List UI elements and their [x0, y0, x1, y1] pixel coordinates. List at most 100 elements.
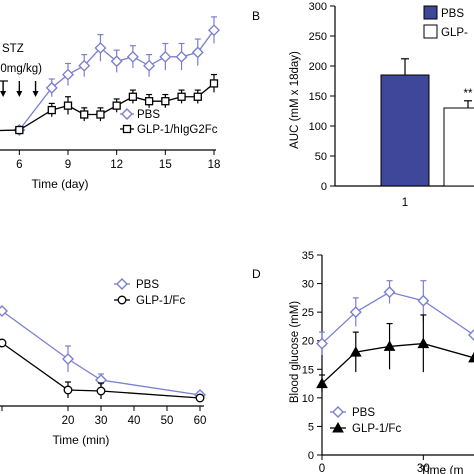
- data-point-0-1-1: [15, 125, 24, 135]
- x-tick-label-c-1: 20: [62, 415, 75, 427]
- x-tick-label-a-1: 9: [65, 159, 71, 171]
- data-point-0-1-10: [177, 92, 186, 101]
- data-point-0-1-11: [193, 92, 202, 101]
- data-point-0-0-12: [208, 24, 220, 37]
- data-point-0-0-11: [191, 46, 204, 59]
- x-axis-title-d: Time (m: [420, 463, 464, 474]
- data-point-3-1-4: [468, 351, 474, 363]
- x-tick-label-c-3: 40: [128, 415, 141, 427]
- x-tick-label-a-3: 15: [159, 159, 172, 171]
- y-axis-title-d: Blood glucose (mM): [289, 301, 301, 403]
- data-point-0-0-3: [62, 68, 74, 81]
- legend-marker-c-1: [117, 295, 127, 305]
- x-tick-label-a-2: 12: [110, 159, 123, 171]
- y-tick-label-b-3: 150: [309, 91, 327, 103]
- x-tick-label-c-2: 30: [95, 415, 108, 427]
- y-tick-label-d-3: 15: [302, 364, 314, 376]
- data-point-0-0-2: [45, 81, 58, 94]
- data-point-3-1-3: [417, 337, 430, 349]
- bar-1: [443, 107, 474, 187]
- data-point-3-0-4: [468, 329, 474, 341]
- x-tick-label-d-1: 30: [417, 463, 430, 474]
- y-tick-label-d-6: 30: [302, 279, 314, 291]
- panel-c: 20 30 40 50 60 Time (min) PBS GLP-1/Fc: [0, 278, 207, 447]
- legend-label-d-0: PBS: [352, 407, 375, 419]
- panel-b: B 0 50 100 150 200 250 300 AUC (mM x 18day) ** 1 P…: [252, 1, 474, 209]
- x-tick-label-d-0: 0: [319, 463, 325, 474]
- y-tick-label-d-2: 10: [302, 393, 314, 405]
- y-axis-title-b: AUC (mM x 18day): [289, 51, 301, 149]
- data-point-3-0-2: [383, 286, 396, 299]
- x-tick-label-c-5: 60: [194, 415, 207, 427]
- data-point-0-1-12: [209, 79, 219, 88]
- data-point-0-0-8: [143, 59, 156, 72]
- data-point-2-1-1: [63, 385, 73, 395]
- y-tick-label-d-0: 0: [308, 450, 314, 462]
- data-point-2-1-2: [96, 386, 106, 396]
- data-point-3-0-1: [349, 306, 362, 319]
- x-tick-label-c-4: 50: [161, 415, 174, 427]
- legend-marker-a-0: [121, 108, 133, 120]
- series-line-2-1: [1, 342, 201, 399]
- legend-marker-a-1: [122, 124, 132, 134]
- legend-label-b-0: PBS: [441, 8, 464, 20]
- legend-label-a-0: PBS: [137, 109, 160, 121]
- data-point-0-1-7: [128, 92, 138, 101]
- injection-arrowhead-3: [16, 91, 23, 97]
- data-point-3-0-0: [316, 337, 328, 350]
- data-point-0-0-5: [94, 41, 107, 54]
- legend-marker-d-0: [332, 406, 344, 418]
- x-axis-title-a: Time (day): [32, 177, 89, 191]
- x-tick-label-a-4: 18: [208, 159, 221, 171]
- panel-a: 6 9 12 15 18 Time (day) STZ 50mg/kg) PBS GLP-1/hI…: [0, 16, 221, 191]
- legend-label-b-1: GLP-: [441, 27, 468, 39]
- data-point-0-0-6: [110, 55, 123, 68]
- data-point-0-0-9: [159, 50, 172, 63]
- data-point-2-1-3: [195, 393, 205, 403]
- legend-marker-d-1: [332, 421, 344, 433]
- y-tick-label-d-5: 25: [302, 307, 314, 319]
- legend-label-c-1: GLP-1/Fc: [136, 295, 185, 307]
- data-point-0-0-10: [175, 50, 188, 63]
- data-point-2-1-0: [0, 338, 7, 348]
- y-tick-label-d-7: 35: [302, 250, 314, 262]
- annotation-stz: STZ: [2, 43, 24, 55]
- y-tick-label-b-0: 0: [321, 181, 327, 193]
- y-tick-label-d-1: 5: [308, 421, 314, 433]
- data-point-3-1-0: [316, 377, 328, 389]
- x-axis-title-c: Time (min): [53, 433, 110, 447]
- x-tick-label-a-0: 6: [16, 159, 22, 171]
- data-point-2-0-1: [62, 353, 74, 365]
- data-point-0-0-7: [126, 50, 139, 63]
- data-point-0-1-8: [144, 97, 154, 106]
- data-point-3-1-2: [383, 340, 396, 351]
- x-tick-label-b-0: 1: [402, 197, 408, 209]
- injection-arrowhead-4: [32, 91, 39, 97]
- data-point-2-0-0: [0, 305, 8, 317]
- data-point-0-1-2: [47, 105, 56, 115]
- y-tick-label-b-1: 50: [315, 151, 327, 163]
- legend-swatch-b-0: [423, 5, 438, 20]
- data-point-3-1-1: [349, 346, 362, 357]
- series-line-3-1: [321, 342, 474, 385]
- data-point-0-1-3: [63, 101, 73, 110]
- significance-marker: **: [464, 88, 473, 100]
- legend-marker-c-0: [116, 278, 128, 290]
- y-tick-label-b-2: 100: [309, 121, 327, 133]
- panel-label-d: D: [252, 267, 261, 281]
- y-tick-label-d-4: 20: [302, 336, 314, 348]
- data-point-0-0-4: [78, 59, 91, 72]
- data-point-3-0-3: [417, 294, 430, 307]
- y-tick-label-b-4: 200: [309, 61, 327, 73]
- y-tick-label-b-6: 300: [309, 1, 327, 13]
- legend-swatch-b-1: [423, 24, 438, 39]
- legend-label-d-1: GLP-1/Fc: [352, 423, 401, 435]
- legend-label-a-1: GLP-1/hIgG2Fc: [137, 124, 218, 136]
- data-point-0-1-6: [112, 101, 121, 110]
- series-line-2-0: [1, 310, 201, 396]
- legend-label-c-0: PBS: [136, 279, 159, 291]
- y-tick-label-b-5: 250: [309, 31, 327, 43]
- series-line-3-0: [321, 291, 474, 345]
- injection-arrowhead-2: [0, 91, 7, 97]
